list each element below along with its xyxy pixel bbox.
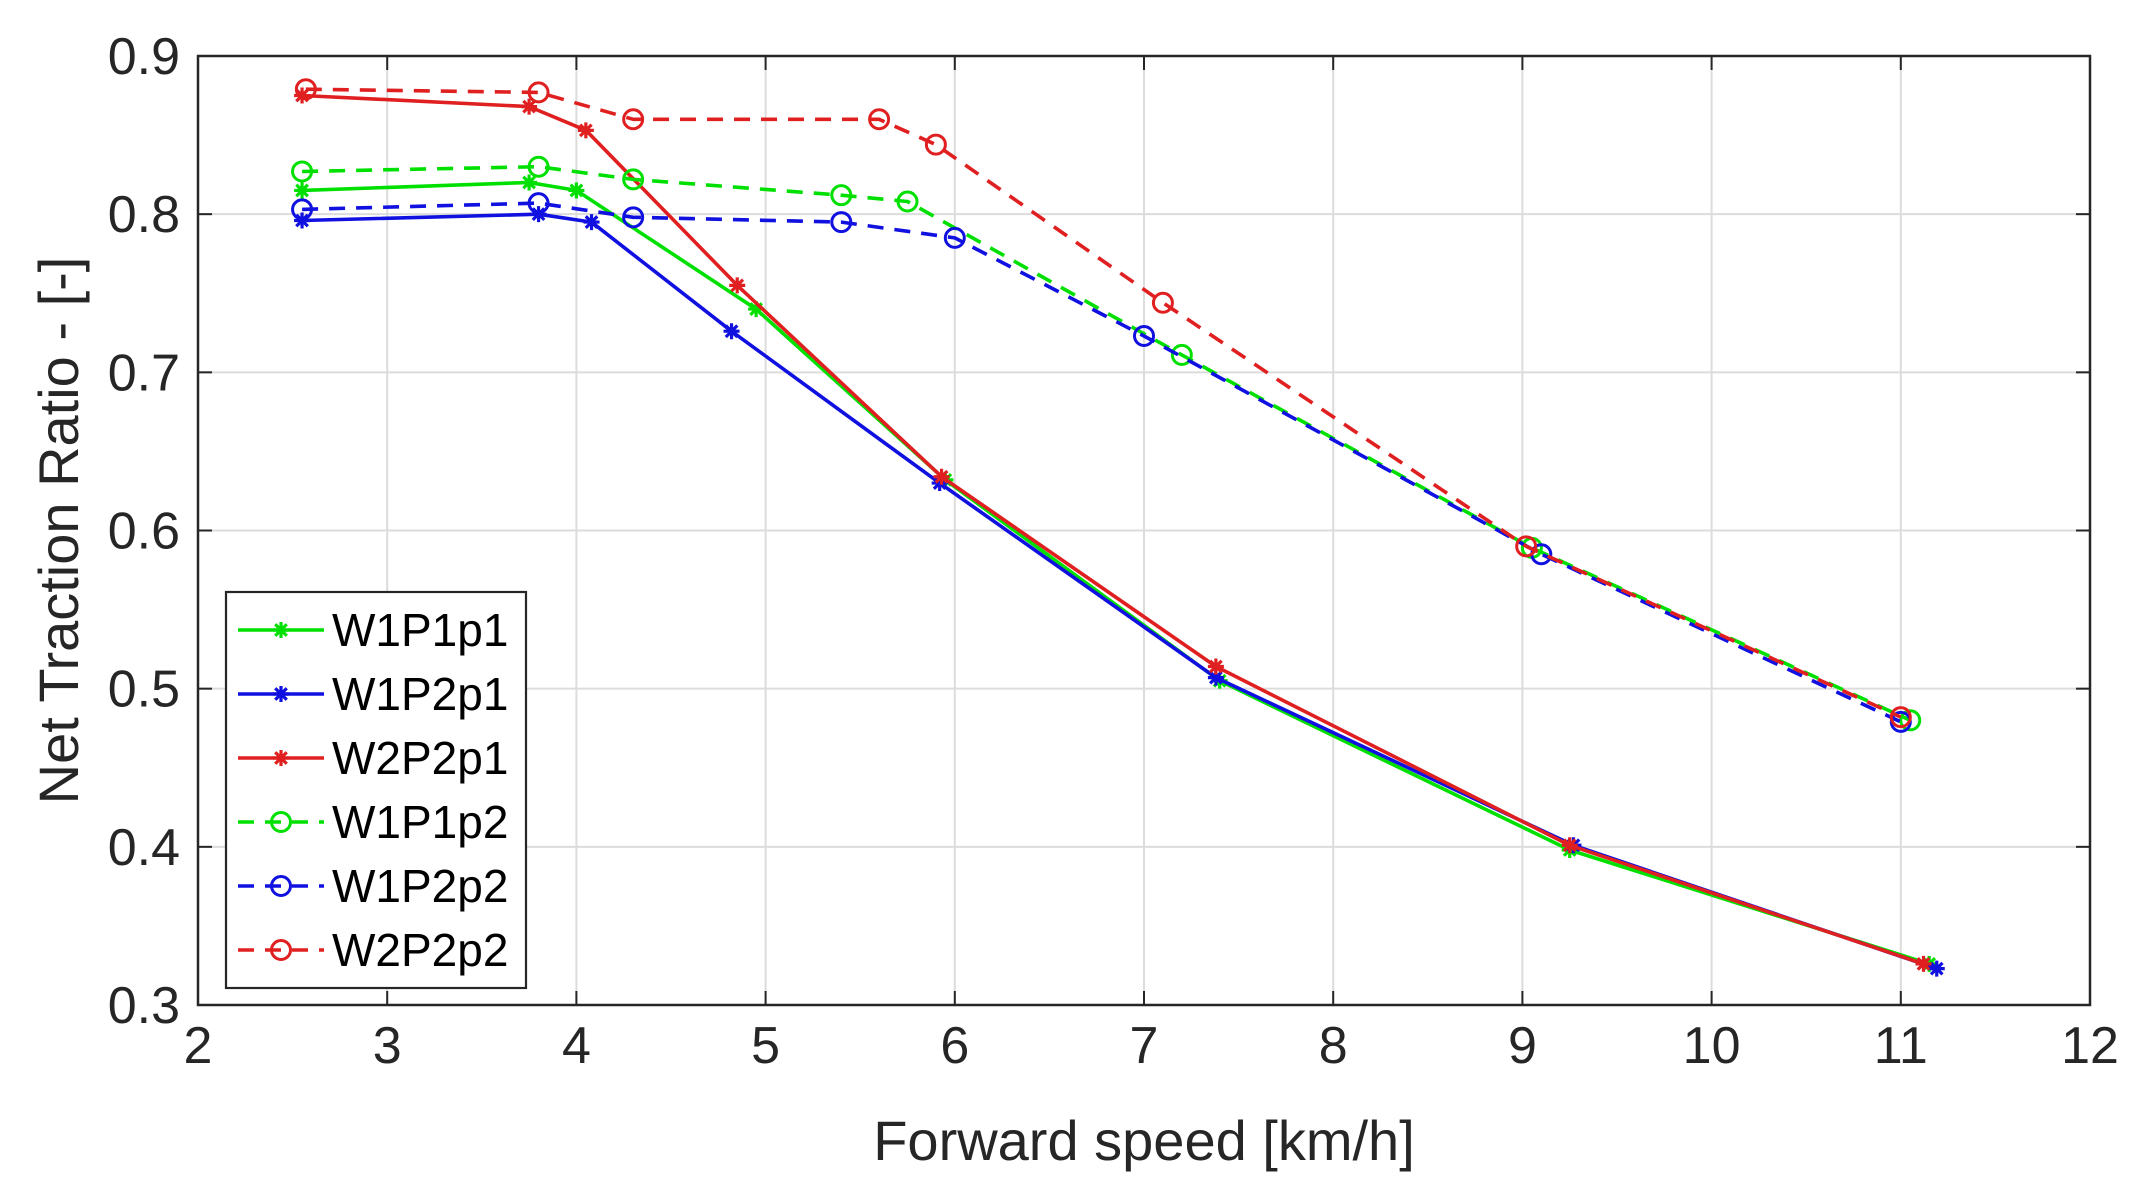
x-tick-label: 3: [373, 1017, 402, 1075]
legend-label: W1P1p2: [332, 796, 508, 848]
legend: W1P1p1 W1P2p1 W2P2p1 W1P1p2 W1P2p2 W2P2p2: [224, 590, 528, 990]
legend-item: W1P2p1: [238, 668, 508, 720]
y-tick-label: 0.5: [108, 661, 180, 719]
data-point: [1207, 658, 1224, 675]
series-line: [302, 201, 1902, 724]
data-point: [527, 192, 550, 215]
legend-item: W2P2p1: [238, 732, 508, 784]
data-point: [1928, 960, 1945, 977]
x-tick-label: 8: [1319, 1017, 1348, 1075]
data-point: [830, 184, 853, 207]
legend-item: W2P2p2: [238, 924, 508, 976]
legend-label: W2P2p2: [332, 924, 508, 976]
data-point: [723, 323, 740, 340]
y-tick-label: 0.9: [108, 28, 180, 86]
data-point: [1207, 669, 1224, 686]
data-point: [943, 226, 966, 249]
data-point: [527, 81, 550, 104]
data-point: [1170, 343, 1193, 366]
data-point: [924, 133, 947, 156]
data-point: [1561, 837, 1578, 854]
legend-marker: [270, 811, 292, 833]
legend-label: W1P2p1: [332, 668, 508, 720]
legend-item: W1P2p2: [238, 860, 508, 912]
data-point: [931, 475, 948, 492]
legend-label: W1P1p1: [332, 604, 508, 656]
legend-marker: [273, 622, 289, 638]
data-point: [294, 87, 311, 104]
data-point: [568, 182, 585, 199]
ticks: 2 3 4 5 6 7 8 9 10 11 12 0.3 0.4 0.5 0.6 0.7 0.8 0.9: [108, 28, 2119, 1075]
y-tick-label: 0.6: [108, 503, 180, 561]
x-tick-label: 6: [940, 1017, 969, 1075]
data-point: [1151, 291, 1174, 314]
x-tick-label: 9: [1508, 1017, 1537, 1075]
y-tick-label: 0.3: [108, 977, 180, 1035]
data-point: [1889, 706, 1912, 729]
data-point: [896, 190, 919, 213]
data-point: [622, 108, 645, 131]
series-line: [302, 93, 1925, 966]
x-tick-label: 5: [751, 1017, 780, 1075]
legend-item: W1P1p1: [238, 604, 508, 656]
data-point: [521, 98, 538, 115]
data-point: [622, 168, 645, 191]
legend-marker: [270, 939, 292, 961]
y-tick-label: 0.7: [108, 344, 180, 402]
data-point: [1915, 955, 1932, 972]
x-axis-label: Forward speed [km/h]: [873, 1109, 1415, 1172]
data-point: [933, 468, 950, 485]
legend-marker: [273, 686, 289, 702]
y-tick-label: 0.8: [108, 186, 180, 244]
x-tick-label: 12: [2061, 1017, 2119, 1075]
legend-box: [224, 590, 528, 990]
legend-label: W1P2p2: [332, 860, 508, 912]
series-layer: [291, 78, 1945, 977]
data-point: [294, 182, 311, 199]
x-tick-label: 2: [184, 1017, 213, 1075]
legend-item: W1P1p2: [238, 796, 508, 848]
data-point: [577, 122, 594, 139]
x-tick-label: 4: [562, 1017, 591, 1075]
data-point: [294, 78, 317, 101]
data-point: [1515, 535, 1538, 558]
data-point: [1899, 709, 1922, 732]
data-point: [1133, 324, 1155, 347]
data-point: [291, 160, 314, 183]
data-point: [294, 212, 311, 229]
data-point: [530, 206, 547, 223]
legend-label: W2P2p1: [332, 732, 508, 784]
x-tick-label: 11: [1874, 1017, 1928, 1075]
data-point: [521, 174, 538, 191]
series-W2P2p2: [294, 78, 1912, 729]
data-point: [527, 155, 550, 178]
data-point: [830, 211, 853, 234]
series-line: [305, 87, 1902, 719]
data-point: [583, 214, 600, 231]
grid: [198, 56, 2090, 1005]
y-tick-label: 0.4: [108, 819, 180, 877]
x-tick-label: 10: [1683, 1017, 1741, 1075]
data-point: [868, 108, 891, 131]
data-point: [291, 198, 314, 221]
legend-marker: [273, 750, 289, 766]
data-point: [748, 301, 765, 318]
x-tick-label: 7: [1130, 1017, 1159, 1075]
series-W2P2p1: [294, 87, 1932, 972]
data-point: [622, 206, 645, 229]
legend-marker: [270, 875, 292, 897]
data-point: [729, 277, 746, 294]
y-axis-label: Net Traction Ratio - [-]: [27, 257, 90, 805]
